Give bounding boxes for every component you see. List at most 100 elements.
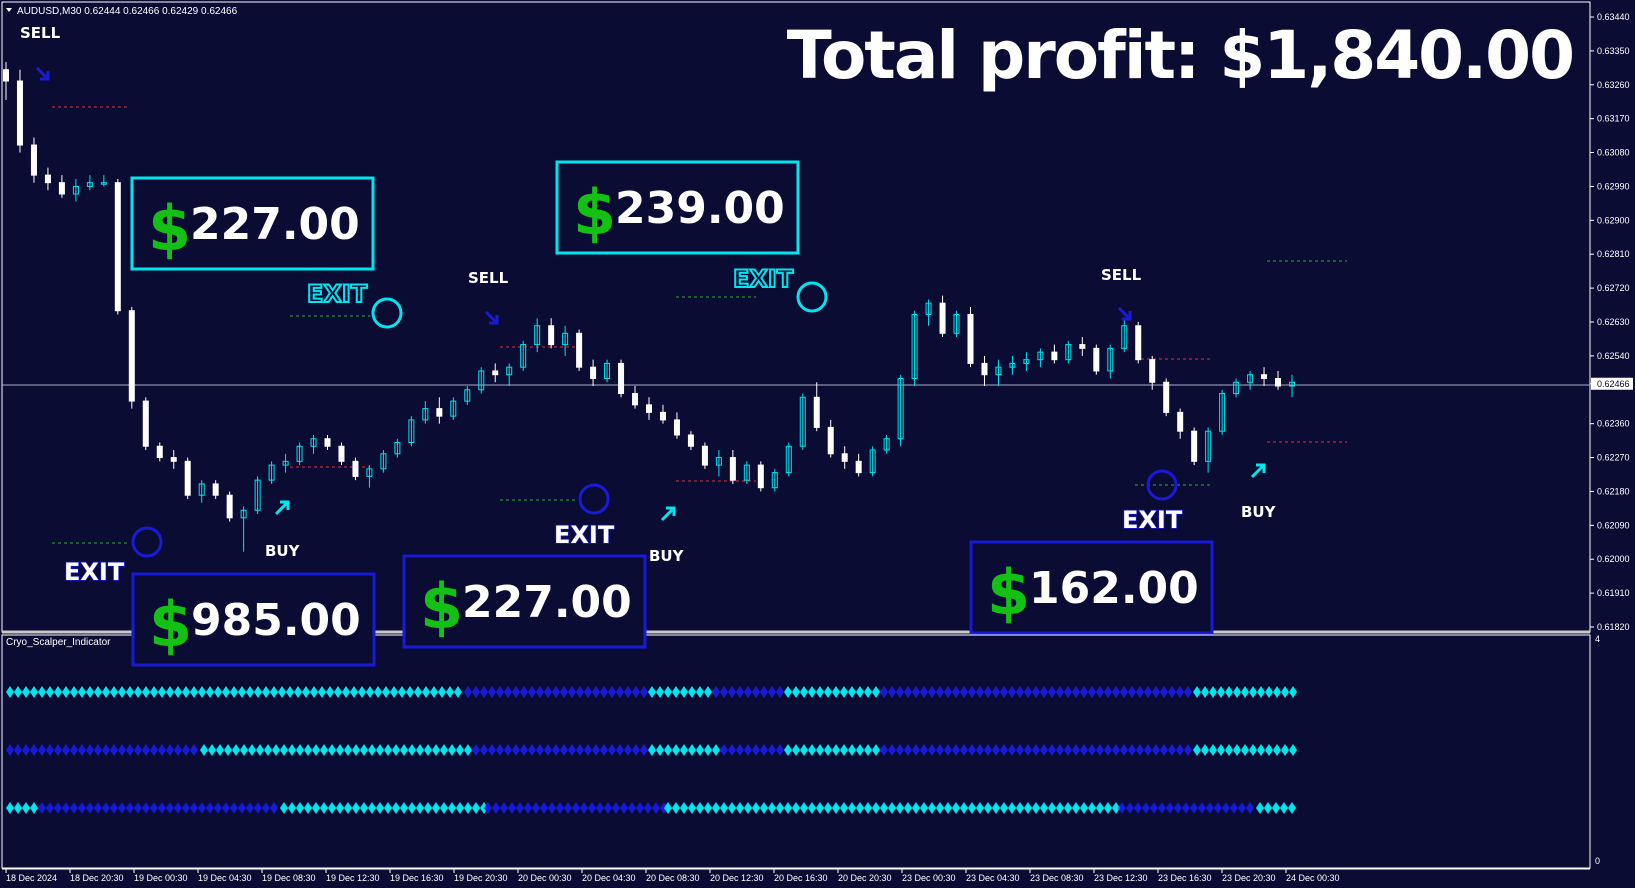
time-tick-label: 20 Dec 16:30 <box>774 873 828 883</box>
candle-body <box>827 426 834 455</box>
indicator-diamond <box>464 802 472 814</box>
indicator-diamond <box>1032 744 1040 756</box>
indicator-diamond <box>688 744 696 756</box>
indicator-diamond <box>448 802 456 814</box>
indicator-diamond <box>446 686 454 698</box>
indicator-diamond <box>374 686 382 698</box>
indicator-diamond <box>568 686 576 698</box>
indicator-diamond <box>264 744 272 756</box>
indicator-diamond <box>540 802 548 814</box>
indicator-diamond <box>564 802 572 814</box>
candle-body <box>44 174 51 184</box>
indicator-diamond <box>1249 744 1257 756</box>
indicator-diamond <box>880 744 888 756</box>
indicator-diamond <box>1112 744 1120 756</box>
candle-body <box>701 445 708 466</box>
time-tick-label: 19 Dec 00:30 <box>134 873 188 883</box>
indicator-diamond <box>832 744 840 756</box>
indicator-diamond <box>200 744 208 756</box>
candle-body <box>492 370 499 376</box>
indicator-diamond <box>616 744 624 756</box>
indicator-diamond <box>832 686 840 698</box>
candle-body <box>380 453 387 470</box>
indicator-diamond <box>1048 686 1056 698</box>
candle-body <box>156 445 163 459</box>
indicator-diamond <box>214 686 222 698</box>
candle-body <box>953 313 960 334</box>
indicator-diamond <box>342 686 350 698</box>
indicator-diamond <box>768 686 776 698</box>
indicator-diamond <box>936 744 944 756</box>
indicator-diamond <box>656 744 664 756</box>
candle-body <box>534 325 541 346</box>
indicator-diamond <box>992 686 1000 698</box>
indicator-diamond <box>1040 744 1048 756</box>
candle-body <box>1135 325 1142 361</box>
indicator-diamond <box>688 686 696 698</box>
price-tick-label: 0.62630 <box>1597 317 1630 327</box>
indicator-diamond <box>190 686 198 698</box>
indicator-diamond <box>182 744 190 756</box>
indicator-diamond <box>304 802 312 814</box>
time-tick-label: 20 Dec 12:30 <box>710 873 764 883</box>
indicator-diamond <box>440 744 448 756</box>
indicator-diamond <box>508 802 516 814</box>
indicator-diamond <box>1160 744 1168 756</box>
indicator-diamond <box>1217 686 1225 698</box>
indicator-diamond <box>62 686 70 698</box>
indicator-diamond <box>472 802 480 814</box>
indicator-diamond <box>320 744 328 756</box>
indicator-diamond <box>704 744 712 756</box>
indicator-diamond <box>824 744 832 756</box>
indicator-diamond <box>620 802 628 814</box>
symbol-title: AUDUSD,M30 0.62444 0.62466 0.62429 0.624… <box>17 6 238 17</box>
candle-body <box>226 494 233 519</box>
indicator-diamond <box>1000 744 1008 756</box>
indicator-diamond <box>968 744 976 756</box>
indicator-diamond <box>888 686 896 698</box>
indicator-diamond <box>624 686 632 698</box>
indicator-diamond <box>1201 686 1209 698</box>
indicator-diamond <box>484 802 492 814</box>
indicator-diamond <box>1256 802 1264 814</box>
indicator-diamond <box>102 686 110 698</box>
indicator-diamond <box>1016 686 1024 698</box>
candle-body <box>16 80 23 146</box>
indicator-diamond <box>304 744 312 756</box>
chevron-down-icon[interactable] <box>6 8 12 12</box>
indicator-diamond <box>528 744 536 756</box>
total-profit-title: Total profit: $1,840.00 <box>787 17 1573 94</box>
indicator-diamond <box>496 744 504 756</box>
candle-body <box>925 302 932 315</box>
indicator-diamond <box>134 802 142 814</box>
indicator-diamond <box>454 686 462 698</box>
indicator-diamond <box>572 802 580 814</box>
indicator-diamond <box>704 802 712 814</box>
price-axis[interactable]: 0.63440 0.63350 0.63260 0.63170 0.63080 0.629… <box>1590 12 1633 632</box>
indicator-diamond <box>928 802 936 814</box>
indicator-diamond <box>472 686 480 698</box>
indicator-diamond <box>896 686 904 698</box>
indicator-diamond <box>182 802 190 814</box>
candle-body <box>3 69 9 82</box>
indicator-diamond <box>904 802 912 814</box>
indicator-diamond <box>350 686 358 698</box>
indicator-diamond <box>280 744 288 756</box>
indicator-diamond <box>406 686 414 698</box>
candle-body <box>1289 381 1295 387</box>
candle-body <box>464 389 471 402</box>
time-tick-label: 20 Dec 08:30 <box>646 873 700 883</box>
time-axis[interactable]: 18 Dec 2024 18 Dec 20:30 19 Dec 00:30 19 De… <box>5 869 1340 883</box>
indicator-diamond <box>456 744 464 756</box>
indicator-diamond <box>118 744 126 756</box>
price-tick-label: 0.62720 <box>1597 283 1630 293</box>
indicator-diamond <box>22 744 30 756</box>
candlestick-series <box>3 62 1295 552</box>
indicator-diamond <box>800 744 808 756</box>
indicator-diamond <box>752 744 760 756</box>
indicator-diamond <box>528 686 536 698</box>
candle-body <box>198 483 205 496</box>
indicator-diamond <box>1249 686 1257 698</box>
indicator-diamond <box>1257 686 1265 698</box>
indicator-diamond <box>744 744 752 756</box>
